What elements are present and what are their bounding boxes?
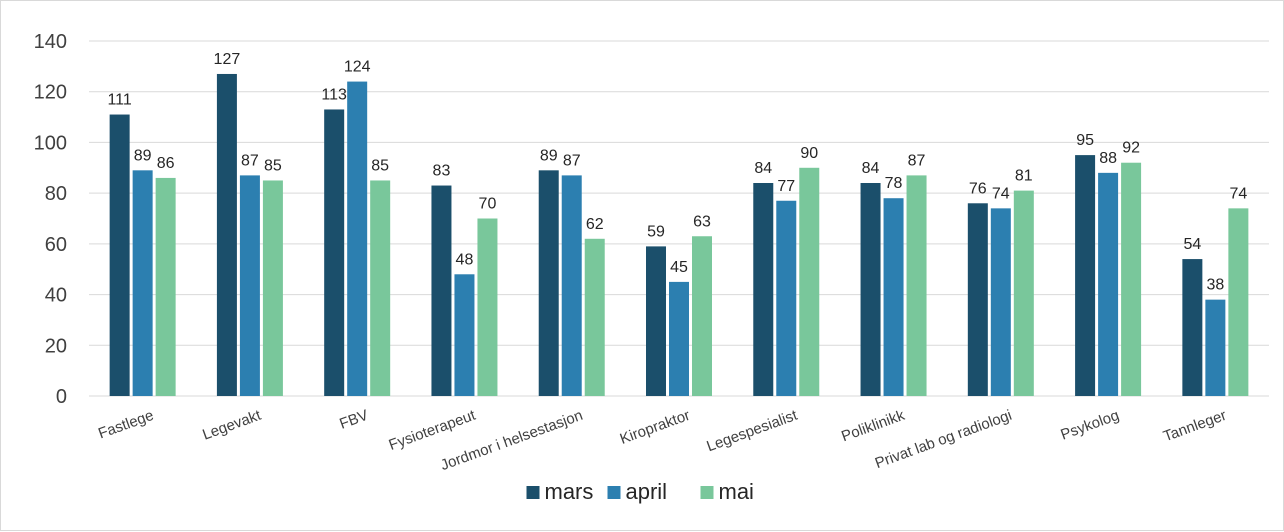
data-label: 85 xyxy=(371,157,389,174)
bar-mars xyxy=(753,183,774,396)
legend-label: mai xyxy=(719,479,754,504)
data-label: 70 xyxy=(479,196,497,213)
data-label: 87 xyxy=(241,152,259,169)
bar-mai xyxy=(155,177,176,396)
bar-april xyxy=(132,170,153,396)
bar-april xyxy=(990,208,1011,396)
bar-april xyxy=(883,198,904,396)
data-label: 74 xyxy=(1229,185,1247,202)
data-label: 87 xyxy=(908,152,926,169)
data-label: 87 xyxy=(563,152,581,169)
y-tick-label: 40 xyxy=(45,285,67,307)
bar-april xyxy=(561,175,582,396)
y-tick-label: 20 xyxy=(45,335,67,357)
y-tick-label: 100 xyxy=(34,132,67,154)
bar-mai xyxy=(262,180,283,396)
bar-mai xyxy=(1013,190,1034,396)
bar-mars xyxy=(538,170,559,396)
bar-mars xyxy=(1182,259,1203,396)
data-label: 63 xyxy=(693,213,711,230)
legend-swatch-april xyxy=(607,486,621,499)
x-tick-label: Legevakt xyxy=(200,407,264,444)
legend-swatch-mars xyxy=(526,486,540,499)
y-tick-label: 80 xyxy=(45,183,67,205)
legend-label: mars xyxy=(545,479,594,504)
data-label: 62 xyxy=(586,216,604,233)
y-tick-label: 0 xyxy=(56,386,67,408)
data-label: 90 xyxy=(800,145,818,162)
data-label: 38 xyxy=(1206,277,1224,294)
bar-april xyxy=(239,175,260,396)
data-label: 54 xyxy=(1183,236,1201,253)
x-tick-label: Psykolog xyxy=(1058,407,1121,444)
bar-april xyxy=(1098,172,1119,396)
bar-april xyxy=(1205,299,1226,396)
legend: mars april mai xyxy=(526,479,754,504)
x-tick-label: Fysioterapeut xyxy=(387,407,479,454)
bar-mars xyxy=(860,183,881,396)
data-label: 86 xyxy=(157,155,175,172)
bar-april xyxy=(347,81,368,397)
data-label: 111 xyxy=(107,92,131,109)
x-tick-label: Kiropraktor xyxy=(618,407,693,448)
x-tick-label: Poliklinikk xyxy=(839,407,907,446)
data-label: 113 xyxy=(321,86,347,103)
data-label: 89 xyxy=(134,147,152,164)
data-label: 85 xyxy=(264,157,282,174)
bar-mars xyxy=(646,246,666,396)
bar-mars xyxy=(967,203,988,396)
data-label: 74 xyxy=(992,185,1010,202)
data-label: 83 xyxy=(433,163,451,180)
data-label: 92 xyxy=(1122,140,1140,157)
data-label: 45 xyxy=(670,259,688,276)
bar-mars xyxy=(1075,155,1096,396)
x-tick-label: Fastlege xyxy=(96,407,156,443)
bar-mars xyxy=(431,185,452,396)
bar-mai xyxy=(584,238,605,396)
data-label: 81 xyxy=(1015,168,1033,185)
data-label: 48 xyxy=(456,251,474,268)
bar-mai xyxy=(799,167,820,396)
data-label: 127 xyxy=(214,51,241,68)
data-labels: 111 89 86 127 87 85 113 124 85 83 48 70 89 87 62 59 45 63… xyxy=(107,51,1247,294)
legend-swatch-mai xyxy=(700,486,714,499)
data-label: 89 xyxy=(540,147,558,164)
data-label: 124 xyxy=(344,59,371,76)
bars xyxy=(109,73,1249,397)
bar-mars xyxy=(216,73,237,396)
y-tick-label: 140 xyxy=(34,31,67,53)
data-label: 88 xyxy=(1099,150,1117,167)
data-label: 95 xyxy=(1076,132,1094,149)
y-axis-ticks: 0 20 40 60 80 100 120 140 xyxy=(34,31,67,408)
bar-mars xyxy=(324,109,345,396)
x-tick-label: FBV xyxy=(337,407,370,433)
bar-mars xyxy=(109,114,130,397)
data-label: 76 xyxy=(969,180,987,197)
bar-mai xyxy=(692,236,712,396)
data-label: 84 xyxy=(754,160,772,177)
legend-label: april xyxy=(626,479,668,504)
data-label: 78 xyxy=(885,175,903,192)
bar-april xyxy=(776,200,797,396)
bar-mai xyxy=(477,218,498,396)
x-axis-labels: Fastlege Legevakt FBV FysioterapeutJordmor … xyxy=(96,406,1229,474)
bar-april xyxy=(454,274,475,396)
bar-mai xyxy=(906,175,927,396)
x-tick-label: Legespesialist xyxy=(704,406,800,455)
bar-mai xyxy=(370,180,391,396)
data-label: 84 xyxy=(862,160,880,177)
data-label: 59 xyxy=(647,223,665,240)
bar-mai xyxy=(1228,208,1249,396)
y-tick-label: 120 xyxy=(34,82,67,104)
bar-april xyxy=(669,281,689,396)
data-label: 77 xyxy=(777,178,795,195)
y-tick-label: 60 xyxy=(45,234,67,256)
x-tick-label: Tannleger xyxy=(1161,407,1229,446)
bar-mai xyxy=(1121,162,1142,396)
